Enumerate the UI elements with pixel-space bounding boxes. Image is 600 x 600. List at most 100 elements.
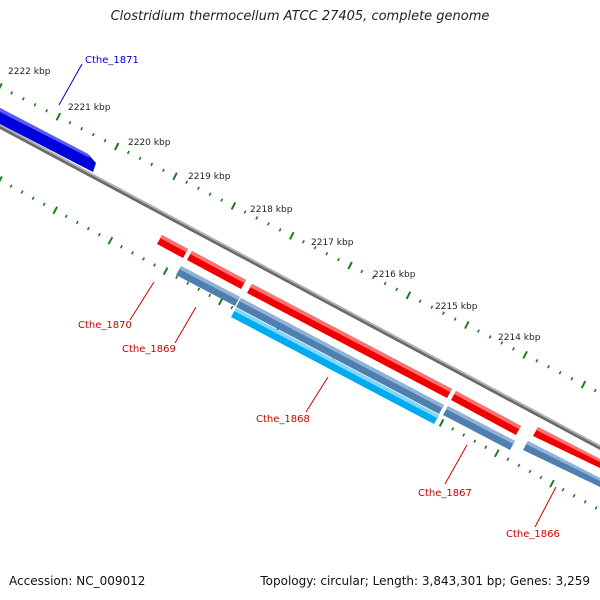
gene-highlight-cthe-1870 — [160, 235, 188, 252]
gene-highlight-red-2 — [190, 251, 246, 283]
outer-track-minor-tick — [418, 299, 422, 304]
inner-track-minor-tick — [97, 232, 101, 237]
inner-track-major-tick — [0, 176, 3, 183]
callout-line-cthe-1868 — [305, 376, 329, 413]
gene-feature-red-4[interactable] — [451, 391, 521, 435]
ruler-labels: 2222 kbp 2221 kbp 2220 kbp 2219 kbp 2218… — [8, 67, 541, 343]
gene-label-cthe-1871[interactable]: Cthe_1871 — [85, 55, 139, 66]
gene-feature-cthe-1870[interactable] — [157, 235, 188, 258]
gene-feature-cthe-1871[interactable] — [0, 108, 96, 172]
gene-body-red-3 — [247, 284, 452, 398]
map-title: Clostridium thermocellum ATCC 27405, com… — [110, 9, 490, 24]
inner-track-minor-tick — [506, 457, 510, 462]
feature-highlight-cyan — [234, 308, 439, 418]
inner-track-minor-tick — [561, 487, 565, 492]
gene-label-cthe-1868[interactable]: Cthe_1868 — [256, 414, 310, 425]
inner-track-minor-tick — [451, 427, 455, 431]
feature-cyan[interactable] — [231, 308, 439, 424]
genome-summary-text: Topology: circular; Length: 3,843,301 bp… — [260, 574, 590, 588]
gene-feature-cthe-1869[interactable] — [176, 266, 240, 306]
ruler-label: 2217 kbp — [311, 238, 354, 248]
inner-track-minor-tick — [20, 190, 24, 194]
inner-track-minor-tick — [528, 469, 532, 474]
callout-line-cthe-1871 — [58, 63, 83, 106]
outer-track-minor-tick — [33, 103, 37, 107]
inner-track-minor-tick — [197, 287, 201, 292]
outer-track-minor-tick — [313, 245, 317, 250]
outer-track-minor-tick — [185, 180, 189, 185]
outer-track-minor-tick — [336, 257, 340, 262]
inner-track-major-tick — [494, 449, 500, 458]
outer-track-minor-tick — [535, 359, 539, 363]
gene-label-cthe-1867[interactable]: Cthe_1867 — [418, 488, 472, 499]
inner-track-minor-tick — [131, 251, 134, 255]
gene-label-cthe-1866[interactable]: Cthe_1866 — [506, 529, 560, 540]
gene-feature-red-2[interactable] — [187, 251, 246, 289]
genome-backbone — [0, 124, 600, 450]
outer-track-minor-tick — [430, 305, 434, 309]
inner-track-major-tick — [162, 267, 169, 276]
gene-feature-red-5[interactable] — [533, 427, 600, 468]
feature-body-cyan — [231, 308, 439, 424]
inner-track-minor-tick — [31, 196, 35, 200]
ruler-label: 2220 kbp — [128, 138, 171, 148]
inner-track-major-tick — [438, 418, 445, 427]
inner-track-minor-tick — [583, 500, 587, 504]
callout-line-cthe-1866 — [534, 486, 557, 528]
outer-track-minor-tick — [441, 311, 445, 315]
outer-track-minor-tick — [383, 281, 387, 286]
inner-track-major-tick — [549, 479, 555, 488]
gene-label-cthe-1869[interactable]: Cthe_1869 — [122, 344, 176, 355]
inner-track-minor-tick — [230, 305, 234, 310]
outer-track-minor-tick — [360, 269, 364, 274]
gene-body-cthe-1867 — [443, 406, 515, 450]
outer-track-minor-tick — [325, 251, 329, 256]
outer-track-minor-tick — [278, 228, 282, 232]
outer-track-major-tick — [55, 112, 62, 121]
gene-label-cthe-1870[interactable]: Cthe_1870 — [78, 320, 132, 331]
inner-track-minor-tick — [64, 214, 68, 219]
gene-body-cthe-1870 — [157, 235, 188, 258]
outer-track-minor-tick — [500, 341, 504, 345]
outer-track-minor-tick — [593, 388, 597, 393]
gene-highlight-cthe-1866 — [526, 441, 600, 481]
outer-track-minor-tick — [126, 150, 130, 155]
outer-track-major-tick — [289, 231, 295, 240]
gene-feature-red-3[interactable] — [247, 284, 452, 398]
outer-track-minor-tick — [488, 335, 492, 339]
outer-track-major-tick — [114, 142, 120, 151]
gene-highlight-red-4 — [454, 391, 521, 429]
inner-track-minor-tick — [153, 263, 157, 267]
outer-track-minor-tick — [570, 376, 574, 381]
outer-track-minor-tick — [395, 287, 399, 292]
inner-track-minor-tick — [42, 202, 46, 207]
outer-track-minor-tick — [512, 347, 515, 351]
gene-body-cthe-1868 — [236, 298, 444, 414]
gene-highlight-cthe-1868 — [239, 298, 444, 408]
inner-track-minor-tick — [473, 439, 477, 443]
gene-feature-cthe-1868[interactable] — [236, 298, 444, 414]
inner-track-minor-tick — [572, 494, 576, 498]
inner-track-major-tick — [107, 236, 114, 245]
gene-body-red-5 — [533, 427, 600, 468]
outer-track-minor-tick — [453, 317, 457, 321]
inner-track-minor-tick — [142, 257, 146, 261]
backbone-line-light — [0, 124, 600, 447]
gene-feature-cthe-1867[interactable] — [443, 406, 515, 450]
outer-track-minor-tick — [547, 364, 550, 369]
outer-track-minor-tick — [91, 132, 95, 137]
gene-highlight-red-3 — [250, 284, 452, 392]
gene-labels: Cthe_1871 Cthe_1870 Cthe_1869 Cthe_1868 … — [78, 55, 560, 540]
outer-track-minor-tick — [138, 156, 142, 161]
outer-track-major-tick — [580, 380, 587, 389]
callout-line-cthe-1867 — [444, 444, 468, 485]
ruler-label: 2216 kbp — [373, 270, 416, 280]
inner-track-minor-tick — [75, 220, 79, 225]
outer-track-major-tick — [405, 291, 412, 300]
gene-feature-cthe-1866[interactable] — [523, 441, 600, 487]
callout-line-cthe-1869 — [174, 306, 197, 344]
ruler-label: 2218 kbp — [250, 205, 293, 215]
outer-track-major-tick — [464, 321, 470, 330]
outer-track-minor-tick — [255, 216, 259, 220]
